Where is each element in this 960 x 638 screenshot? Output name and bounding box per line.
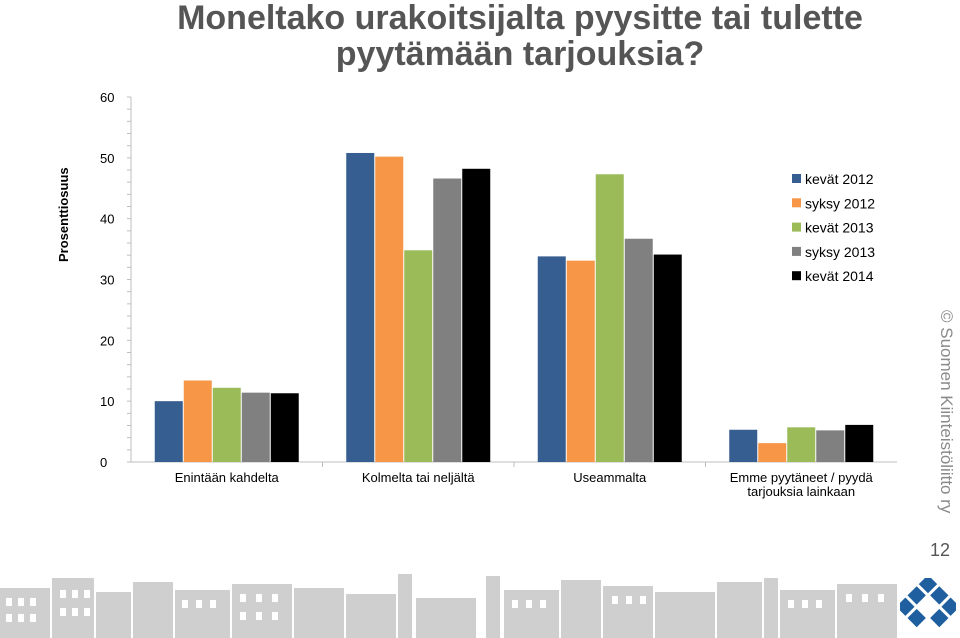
bar: [241, 392, 270, 462]
legend-label: kevät 2013: [805, 220, 874, 236]
bar: [595, 174, 624, 462]
bar: [183, 380, 212, 462]
kiinteistoliitto-logo: [900, 578, 956, 628]
bar: [346, 152, 375, 462]
bar: [433, 178, 462, 462]
x-tick-label: Kolmelta tai neljältä: [362, 470, 475, 485]
y-tick-label: 0: [100, 455, 107, 470]
bar: [154, 401, 183, 462]
title-line-1: Moneltako urakoitsijalta pyysitte tai tu…: [177, 0, 863, 37]
y-tick-label: 10: [100, 394, 114, 409]
bar: [653, 254, 682, 462]
legend-label: kevät 2012: [805, 171, 874, 187]
x-tick-label: tarjouksia lainkaan: [747, 484, 855, 499]
legend-swatch: [792, 222, 801, 232]
legend-label: syksy 2012: [805, 195, 875, 211]
bar: [375, 156, 404, 462]
legend-label: syksy 2013: [805, 244, 875, 260]
y-tick-label: 20: [100, 333, 114, 348]
legend-swatch: [792, 198, 801, 208]
x-tick-label: Useammalta: [573, 470, 647, 485]
legend-swatch: [792, 246, 801, 256]
bar: [537, 256, 566, 462]
bar: [816, 430, 845, 462]
bar: [845, 424, 874, 462]
y-tick-label: 60: [100, 90, 114, 105]
bar: [566, 260, 595, 462]
page-number: 12: [930, 540, 951, 560]
bar: [787, 427, 816, 462]
y-tick-label: 50: [100, 151, 114, 166]
y-tick-label: 40: [100, 212, 114, 227]
legend-label: kevät 2014: [805, 268, 874, 284]
y-axis-label: Prosenttiosuus: [56, 167, 71, 262]
bar: [462, 168, 491, 463]
bar-chart: 0 10 20 30 40 50 60 Enintään kahdelta Kolmelta t…: [100, 90, 897, 499]
bar: [624, 238, 653, 462]
bar: [212, 387, 241, 462]
bar: [758, 443, 787, 462]
legend-swatch: [792, 174, 801, 183]
x-tick-label: Emme pyytäneet / pyydä: [730, 470, 874, 485]
bar: [404, 250, 433, 462]
bar: [729, 429, 758, 462]
legend-swatch: [792, 271, 801, 281]
bar: [270, 393, 299, 462]
x-tick-label: Enintään kahdelta: [175, 470, 280, 485]
city-skyline-image: [0, 574, 897, 638]
y-tick-label: 30: [100, 273, 114, 288]
title-line-2: pyytämään tarjouksia?: [335, 35, 705, 73]
chart-title: Moneltako urakoitsijalta pyysitte tai tu…: [150, 0, 890, 72]
copyright-text: © Suomen Kiinteistöliitto ry: [937, 310, 956, 514]
